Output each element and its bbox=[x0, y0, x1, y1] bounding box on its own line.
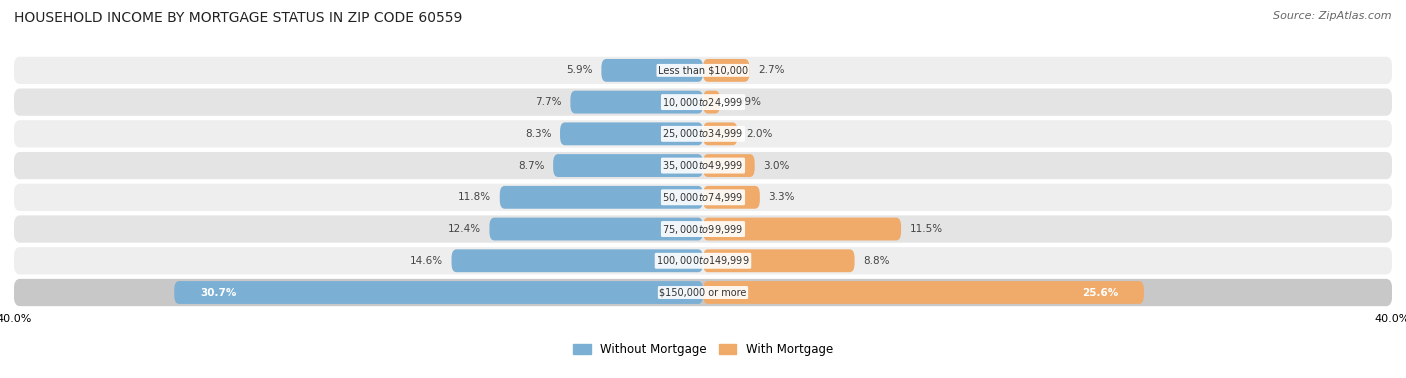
Text: 12.4%: 12.4% bbox=[447, 224, 481, 234]
FancyBboxPatch shape bbox=[703, 154, 755, 177]
Text: 25.6%: 25.6% bbox=[1081, 288, 1118, 297]
Text: 2.0%: 2.0% bbox=[747, 129, 772, 139]
FancyBboxPatch shape bbox=[703, 59, 749, 82]
Text: $10,000 to $24,999: $10,000 to $24,999 bbox=[662, 96, 744, 108]
FancyBboxPatch shape bbox=[703, 122, 738, 145]
FancyBboxPatch shape bbox=[703, 249, 855, 272]
FancyBboxPatch shape bbox=[703, 281, 1144, 304]
Text: $35,000 to $49,999: $35,000 to $49,999 bbox=[662, 159, 744, 172]
FancyBboxPatch shape bbox=[451, 249, 703, 272]
Text: $50,000 to $74,999: $50,000 to $74,999 bbox=[662, 191, 744, 204]
FancyBboxPatch shape bbox=[499, 186, 703, 209]
Text: $100,000 to $149,999: $100,000 to $149,999 bbox=[657, 254, 749, 267]
FancyBboxPatch shape bbox=[553, 154, 703, 177]
FancyBboxPatch shape bbox=[14, 247, 1392, 274]
Text: 3.0%: 3.0% bbox=[763, 161, 790, 170]
Text: $150,000 or more: $150,000 or more bbox=[659, 288, 747, 297]
FancyBboxPatch shape bbox=[14, 152, 1392, 179]
FancyBboxPatch shape bbox=[703, 186, 759, 209]
FancyBboxPatch shape bbox=[14, 279, 1392, 306]
Text: Less than $10,000: Less than $10,000 bbox=[658, 65, 748, 75]
FancyBboxPatch shape bbox=[14, 88, 1392, 116]
FancyBboxPatch shape bbox=[14, 120, 1392, 147]
Text: $25,000 to $34,999: $25,000 to $34,999 bbox=[662, 127, 744, 140]
Text: 7.7%: 7.7% bbox=[536, 97, 562, 107]
Text: 8.3%: 8.3% bbox=[524, 129, 551, 139]
Text: 11.5%: 11.5% bbox=[910, 224, 943, 234]
Text: 14.6%: 14.6% bbox=[409, 256, 443, 266]
FancyBboxPatch shape bbox=[489, 218, 703, 240]
Text: 8.7%: 8.7% bbox=[517, 161, 544, 170]
FancyBboxPatch shape bbox=[14, 184, 1392, 211]
Text: 30.7%: 30.7% bbox=[200, 288, 236, 297]
FancyBboxPatch shape bbox=[14, 57, 1392, 84]
Text: Source: ZipAtlas.com: Source: ZipAtlas.com bbox=[1274, 11, 1392, 21]
FancyBboxPatch shape bbox=[571, 91, 703, 113]
FancyBboxPatch shape bbox=[703, 218, 901, 240]
FancyBboxPatch shape bbox=[174, 281, 703, 304]
Text: 11.8%: 11.8% bbox=[458, 192, 491, 202]
FancyBboxPatch shape bbox=[703, 91, 720, 113]
Text: 0.99%: 0.99% bbox=[728, 97, 762, 107]
Text: 8.8%: 8.8% bbox=[863, 256, 890, 266]
Text: 5.9%: 5.9% bbox=[567, 65, 593, 75]
Text: 3.3%: 3.3% bbox=[769, 192, 794, 202]
Legend: Without Mortgage, With Mortgage: Without Mortgage, With Mortgage bbox=[568, 338, 838, 361]
Text: $75,000 to $99,999: $75,000 to $99,999 bbox=[662, 223, 744, 235]
FancyBboxPatch shape bbox=[14, 215, 1392, 243]
FancyBboxPatch shape bbox=[560, 122, 703, 145]
FancyBboxPatch shape bbox=[602, 59, 703, 82]
Text: HOUSEHOLD INCOME BY MORTGAGE STATUS IN ZIP CODE 60559: HOUSEHOLD INCOME BY MORTGAGE STATUS IN Z… bbox=[14, 11, 463, 25]
Text: 2.7%: 2.7% bbox=[758, 65, 785, 75]
